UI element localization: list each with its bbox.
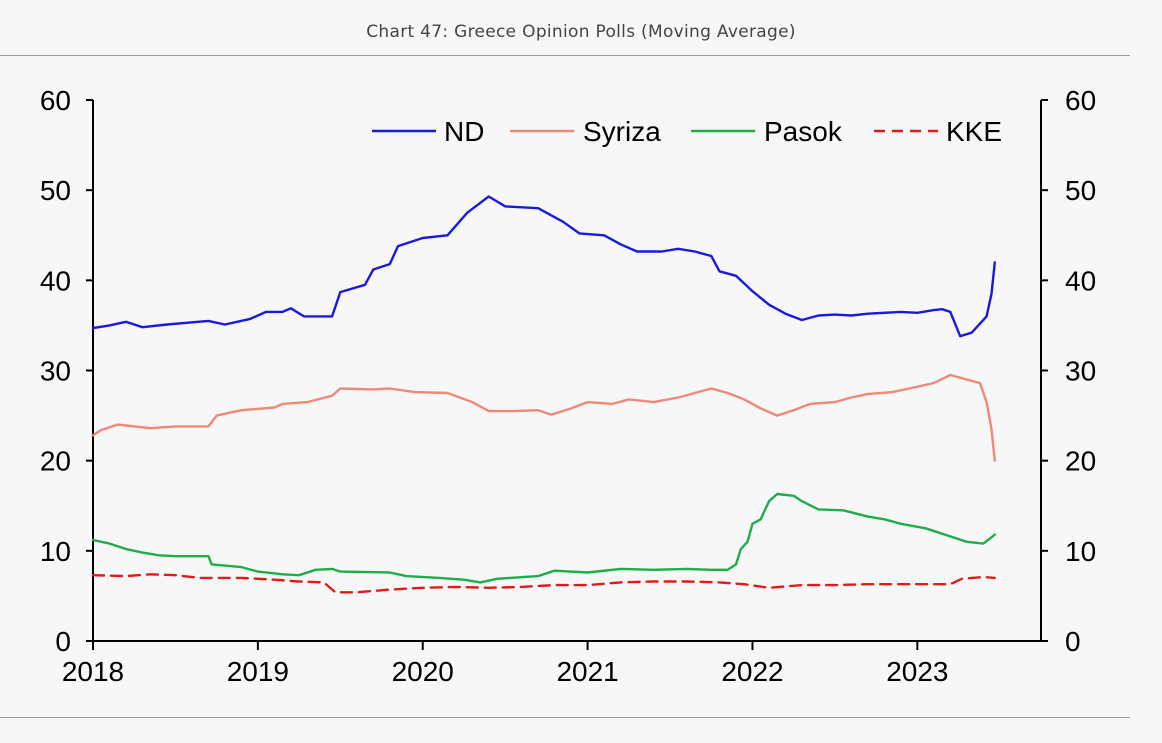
y-tick-label-left: 10 [40, 536, 71, 567]
series-line-syriza [91, 373, 996, 462]
series-line-pasok [91, 492, 996, 584]
x-tick-label: 2022 [721, 656, 783, 687]
legend-label-nd: ND [444, 116, 484, 147]
top-divider [0, 55, 1130, 56]
x-tick-label: 2021 [556, 656, 618, 687]
y-tick-label-right: 20 [1065, 446, 1096, 477]
y-tick-label-right: 10 [1065, 536, 1096, 567]
y-tick-label-right: 50 [1065, 175, 1096, 206]
y-tick-label-right: 0 [1065, 626, 1081, 657]
y-tick-label-left: 20 [40, 446, 71, 477]
legend-label-kke: KKE [946, 116, 1002, 147]
legend: ND Syriza Pasok KKE [372, 116, 1002, 147]
chart-title: Chart 47: Greece Opinion Polls (Moving A… [366, 22, 796, 42]
series-line-nd [91, 195, 996, 338]
y-tick-label-left: 60 [40, 85, 71, 116]
bottom-divider [0, 717, 1130, 718]
x-tick-label: 2023 [886, 656, 948, 687]
axes: 0 10 20 30 40 50 60 0 10 20 30 40 50 60 2018 2019 2020 20… [40, 85, 1096, 687]
legend-label-pasok: Pasok [764, 116, 843, 147]
y-tick-label-right: 30 [1065, 356, 1096, 387]
series-layer [91, 195, 996, 594]
y-tick-label-left: 40 [40, 265, 71, 296]
x-tick-label: 2018 [62, 656, 124, 687]
legend-label-syriza: Syriza [583, 116, 661, 147]
y-tick-label-left: 30 [40, 356, 71, 387]
y-tick-label-left: 50 [40, 175, 71, 206]
x-tick-label: 2019 [227, 656, 289, 687]
y-tick-label-right: 60 [1065, 85, 1096, 116]
series-line-kke [91, 573, 996, 594]
x-tick-label: 2020 [392, 656, 454, 687]
y-tick-label-right: 40 [1065, 265, 1096, 296]
y-tick-label-left: 0 [55, 626, 71, 657]
